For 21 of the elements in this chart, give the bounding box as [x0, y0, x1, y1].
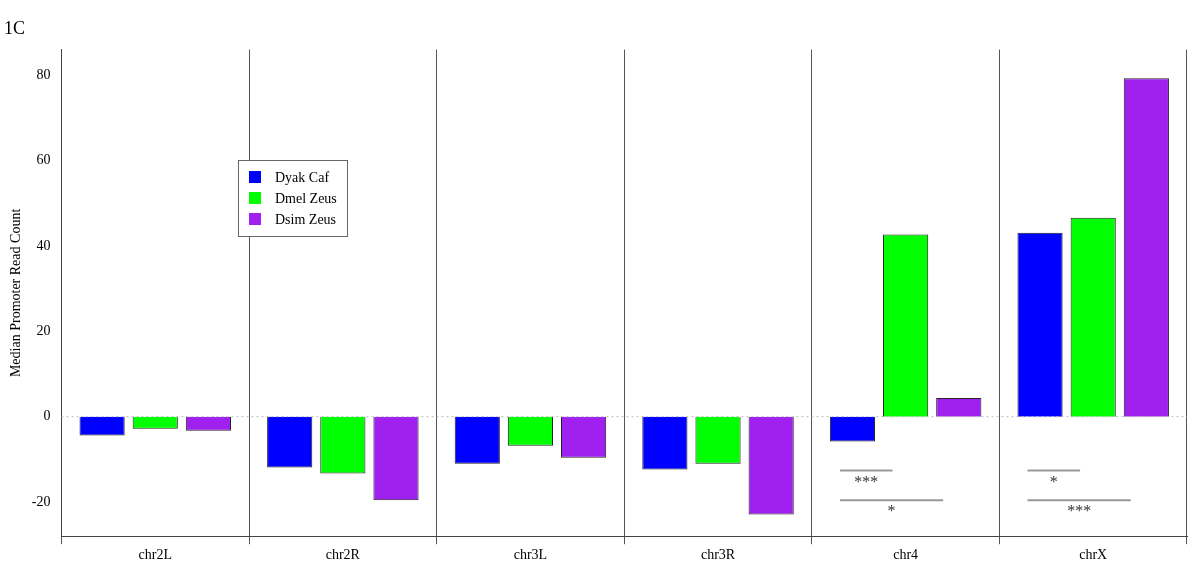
y-tick-label: 80: [36, 66, 51, 82]
legend-label: Dsim Zeus: [275, 212, 337, 227]
legend-label: Dmel Zeus: [275, 191, 337, 206]
annotation: ***: [1067, 502, 1092, 520]
x-tick-label: chrX: [1079, 547, 1108, 563]
chart-title: 1C: [4, 17, 26, 38]
x-tick-label: chr2L: [138, 547, 172, 563]
y-tick-label: 20: [36, 322, 51, 338]
x-tick-label: chr3L: [513, 547, 548, 563]
annotation: ***: [854, 472, 879, 490]
annotation: *: [1049, 472, 1058, 490]
legend-label: Dyak Caf: [275, 170, 330, 185]
x-tick-label: chr2R: [325, 547, 361, 563]
y-tick-label: 60: [36, 152, 51, 168]
x-tick-label: chr3R: [700, 547, 736, 563]
y-tick-label: -20: [31, 493, 51, 509]
y-tick-label: 0: [43, 408, 51, 424]
y-tick-label: 40: [36, 237, 51, 253]
annotation: *: [887, 502, 896, 520]
x-tick-label: chr4: [893, 547, 919, 563]
y-axis-title: Median Promoter Read Count: [8, 208, 24, 378]
